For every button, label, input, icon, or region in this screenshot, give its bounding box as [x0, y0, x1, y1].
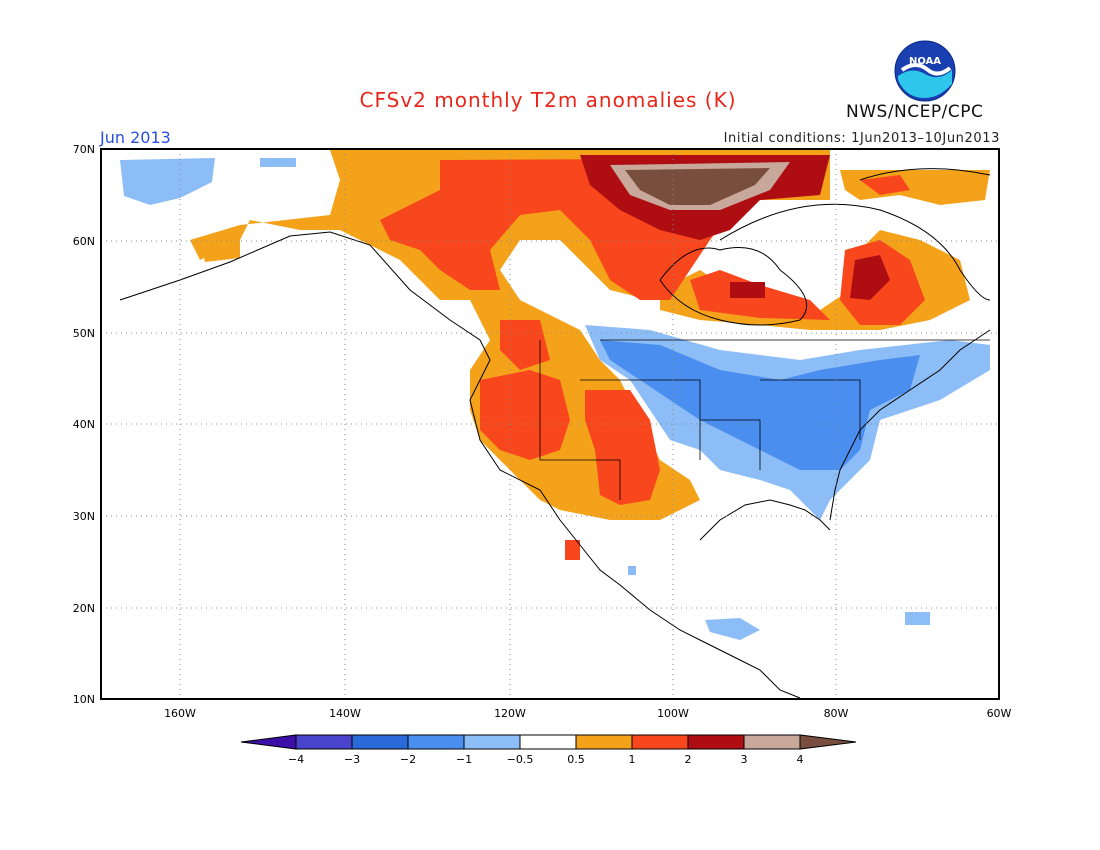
- legend-label: 1: [629, 753, 636, 766]
- lat-label-50n: 50N: [73, 327, 95, 340]
- graticule: [101, 149, 999, 699]
- legend-swatch: [743, 734, 801, 750]
- lat-label-70n: 70N: [73, 143, 95, 156]
- anomaly-gulf-red: [565, 540, 580, 560]
- legend-swatch: [295, 734, 353, 750]
- anomaly-pnw-red: [500, 320, 550, 370]
- logo-text: NOAA: [909, 56, 941, 67]
- legend-swatch: [631, 734, 689, 750]
- anomaly-colorado-red: [585, 390, 660, 505]
- anomaly-greenland-red: [860, 175, 910, 195]
- legend-label: 3: [741, 753, 748, 766]
- anomaly-mexico-cool: [628, 566, 636, 575]
- lat-label-40n: 40N: [73, 418, 95, 431]
- lon-label-80w: 80W: [824, 707, 849, 720]
- legend-label: 4: [797, 753, 804, 766]
- legend-arrow-high: [799, 734, 857, 750]
- anomaly-caribbean-cool: [705, 618, 760, 640]
- legend-swatch: [407, 734, 465, 750]
- lat-label-60n: 60N: [73, 235, 95, 248]
- lon-label-60w: 60W: [987, 707, 1012, 720]
- legend-arrow-low: [240, 734, 297, 750]
- organization-label: NWS/NCEP/CPC: [846, 102, 984, 122]
- lat-axis: 70N 60N 50N 40N 30N 20N 10N: [73, 143, 95, 706]
- anomaly-west-us-red: [480, 370, 570, 460]
- legend-label: −4: [288, 753, 304, 766]
- map-title: CFSv2 monthly T2m anomalies (K): [359, 88, 737, 112]
- legend-swatch: [463, 734, 521, 750]
- anomaly-alaska-cool-2: [260, 158, 296, 167]
- anomaly-arctic-brown: [625, 168, 770, 205]
- coastlines: [119, 168, 991, 699]
- legend-label: −2: [400, 753, 416, 766]
- anomaly-alaska-cool: [120, 158, 215, 205]
- anomaly-alaska-warm: [200, 236, 240, 262]
- legend-label: −1: [456, 753, 472, 766]
- legend-label: −3: [344, 753, 360, 766]
- anomaly-central-us-cool: [600, 340, 920, 470]
- legend-swatch: [519, 734, 577, 750]
- anomaly-hudson-darkred: [730, 282, 765, 298]
- anomaly-labrador-darkred: [850, 255, 890, 300]
- lon-label-120w: 120W: [494, 707, 526, 720]
- lon-label-140w: 140W: [329, 707, 361, 720]
- legend-label: 2: [685, 753, 692, 766]
- forecast-month: Jun 2013: [100, 128, 171, 147]
- map-area: [101, 149, 999, 699]
- anomaly-shading: [120, 150, 990, 640]
- legend-label: 0.5: [567, 753, 585, 766]
- legend-swatch: [351, 734, 409, 750]
- initial-conditions: Initial conditions: 1Jun2013–10Jun2013: [723, 131, 1000, 146]
- color-legend: −4 −3 −2 −1 −0.5 0.5 1 2 3 4: [240, 734, 857, 766]
- legend-swatch: [575, 734, 633, 750]
- anomaly-cuba-cool: [905, 612, 930, 625]
- lat-label-30n: 30N: [73, 510, 95, 523]
- lon-label-160w: 160W: [164, 707, 196, 720]
- lat-label-20n: 20N: [73, 602, 95, 615]
- legend-label: −0.5: [507, 753, 534, 766]
- anomaly-greenland-orange: [840, 170, 990, 205]
- lon-axis: 160W 140W 120W 100W 80W 60W: [164, 707, 1011, 720]
- map-frame: [100, 148, 1000, 700]
- legend-swatch: [687, 734, 745, 750]
- noaa-logo: NOAA: [894, 40, 956, 102]
- lon-label-100w: 100W: [657, 707, 689, 720]
- lat-label-10n: 10N: [73, 693, 95, 706]
